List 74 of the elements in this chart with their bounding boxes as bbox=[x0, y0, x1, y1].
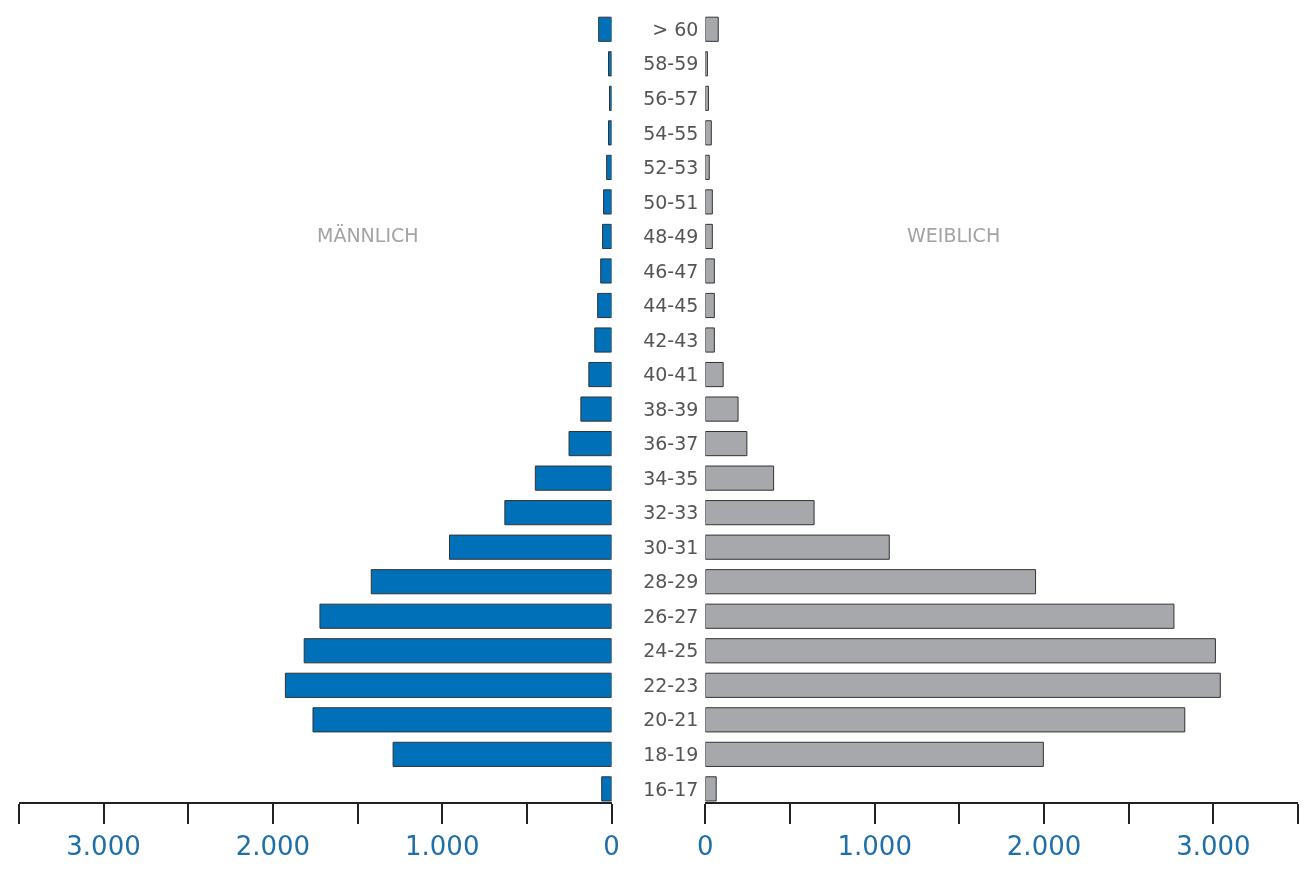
text: WEIBLICH bbox=[907, 224, 1001, 246]
bar bbox=[392, 741, 612, 767]
bar bbox=[705, 534, 890, 560]
bar bbox=[705, 361, 724, 388]
bar bbox=[705, 223, 713, 250]
y-tick-label: > 60 bbox=[652, 17, 699, 40]
y-tick-label: 20-21 bbox=[643, 708, 699, 731]
bar bbox=[601, 776, 612, 802]
y-tick-label: 40-41 bbox=[643, 363, 699, 386]
bar bbox=[705, 465, 775, 491]
bar bbox=[588, 361, 612, 388]
x-tick-label: 0 bbox=[603, 831, 620, 862]
bar bbox=[597, 292, 612, 319]
bar bbox=[705, 16, 719, 42]
bar bbox=[602, 223, 612, 250]
bar bbox=[705, 327, 715, 353]
bar bbox=[705, 672, 1221, 698]
bar bbox=[705, 776, 717, 802]
x-tick-label: 1.000 bbox=[837, 831, 912, 862]
y-tick-label: 16-17 bbox=[643, 777, 699, 800]
bar bbox=[705, 741, 1044, 767]
bar bbox=[705, 500, 815, 526]
y-tick-label: 54-55 bbox=[643, 121, 699, 144]
x-tick-label: 3.000 bbox=[66, 831, 141, 862]
x-tick-label: 2.000 bbox=[235, 831, 311, 862]
bar bbox=[705, 638, 1216, 664]
bar bbox=[606, 154, 612, 180]
bar bbox=[603, 189, 612, 215]
bar bbox=[705, 258, 715, 284]
y-tick-label: 50-51 bbox=[643, 190, 699, 213]
bar bbox=[705, 707, 1186, 733]
x-tick-label: 2.000 bbox=[1006, 831, 1082, 862]
bar bbox=[504, 500, 612, 526]
bar bbox=[705, 396, 739, 422]
bar bbox=[303, 638, 612, 664]
bar bbox=[319, 603, 612, 629]
bar bbox=[705, 154, 710, 180]
bar bbox=[534, 465, 612, 491]
y-tick-label: 56-57 bbox=[643, 86, 699, 109]
bar bbox=[370, 569, 612, 595]
bar bbox=[284, 672, 612, 698]
bar bbox=[705, 292, 715, 319]
bar bbox=[705, 189, 713, 215]
bar bbox=[598, 16, 612, 42]
y-tick-label: 18-19 bbox=[643, 743, 699, 765]
bar bbox=[448, 534, 612, 560]
x-tick-label: 0 bbox=[697, 831, 714, 862]
y-tick-label: 44-45 bbox=[643, 294, 699, 317]
y-tick-label: 58-59 bbox=[643, 52, 699, 75]
y-tick-label: 52-53 bbox=[643, 156, 699, 179]
bar bbox=[568, 431, 612, 457]
bar bbox=[600, 258, 612, 284]
x-tick-label: 1.000 bbox=[404, 831, 480, 862]
y-tick-label: 48-49 bbox=[643, 225, 699, 248]
bar bbox=[705, 603, 1175, 629]
y-tick-label: 22-23 bbox=[643, 673, 699, 696]
y-tick-label: 42-43 bbox=[643, 328, 699, 351]
y-tick-label: 46-47 bbox=[643, 259, 699, 282]
y-tick-label: 36-37 bbox=[643, 432, 699, 455]
bar bbox=[312, 707, 612, 733]
y-tick-label: 30-31 bbox=[643, 535, 699, 558]
y-tick-label: 34-35 bbox=[643, 466, 699, 489]
bar bbox=[705, 569, 1037, 595]
text: MÄNNLICH bbox=[317, 224, 419, 246]
y-tick-label: 24-25 bbox=[643, 639, 699, 662]
y-tick-label: 26-27 bbox=[643, 604, 699, 627]
x-tick-label: 3.000 bbox=[1176, 831, 1251, 862]
y-tick-label: 28-29 bbox=[643, 570, 699, 593]
y-tick-label: 32-33 bbox=[643, 501, 699, 524]
bar bbox=[580, 396, 612, 422]
bar bbox=[705, 120, 712, 146]
y-tick-label: 38-39 bbox=[643, 397, 699, 420]
bar bbox=[705, 431, 748, 457]
bar bbox=[594, 327, 612, 353]
